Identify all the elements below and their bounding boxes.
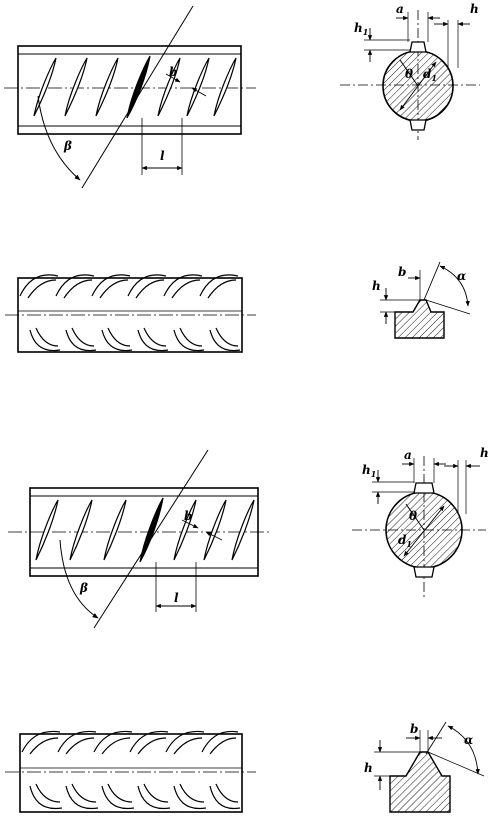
top-crescent-ribs	[19, 274, 239, 299]
fig-c-cross-section	[352, 456, 486, 600]
fig-d-side-view	[5, 730, 256, 813]
rib-section	[394, 299, 445, 339]
fig-b-side-view	[5, 274, 256, 353]
d1-dim	[403, 505, 445, 557]
a-label: a	[396, 2, 404, 16]
h1-label: h1	[354, 21, 368, 37]
d1-label: d1	[423, 67, 437, 83]
b-label: b	[169, 65, 177, 79]
beta-arc	[59, 539, 99, 619]
rib-group	[35, 497, 255, 563]
rib-direction-line	[81, 5, 194, 189]
bottom-crescent-ribs	[29, 783, 241, 810]
alpha-arc	[447, 725, 480, 775]
bottom-rib	[413, 566, 435, 578]
theta-label: θ	[409, 509, 417, 523]
b-label: b	[184, 509, 192, 523]
alpha-arc	[439, 265, 470, 307]
l-label: l	[174, 591, 179, 605]
fig-b-rib-profile	[380, 261, 471, 339]
top-rib	[413, 482, 435, 494]
h-label: h	[480, 446, 489, 460]
d1-dim	[399, 61, 437, 111]
rib-group	[33, 55, 237, 119]
h-label: h	[364, 761, 373, 775]
bottom-crescent-ribs	[29, 327, 241, 352]
alpha-label: α	[457, 269, 466, 283]
bar-outline	[19, 733, 243, 813]
beta-arc	[37, 95, 81, 181]
rib-direction-line	[93, 449, 209, 629]
b-label: b	[398, 265, 406, 279]
bar-outline	[17, 45, 242, 135]
fig-c-side-view	[8, 449, 270, 629]
b-label: b	[410, 722, 418, 736]
theta-label: θ	[405, 67, 413, 81]
h-label: h	[470, 2, 479, 16]
beta-label: β	[63, 139, 72, 153]
fig-d-rib-profile	[374, 721, 485, 813]
fig-a-cross-section	[340, 10, 480, 140]
top-rib	[409, 41, 427, 53]
top-crescent-ribs	[21, 730, 239, 755]
beta-label: β	[79, 581, 88, 595]
d1-label: d1	[398, 533, 412, 549]
alpha-label: α	[464, 733, 473, 747]
a-label: a	[404, 448, 412, 462]
rib-section	[389, 751, 451, 813]
h1-label: h1	[362, 463, 376, 479]
h-label: h	[372, 279, 381, 293]
fig-a-side-view	[4, 5, 256, 189]
bottom-rib	[409, 119, 427, 131]
l-label: l	[160, 149, 165, 163]
